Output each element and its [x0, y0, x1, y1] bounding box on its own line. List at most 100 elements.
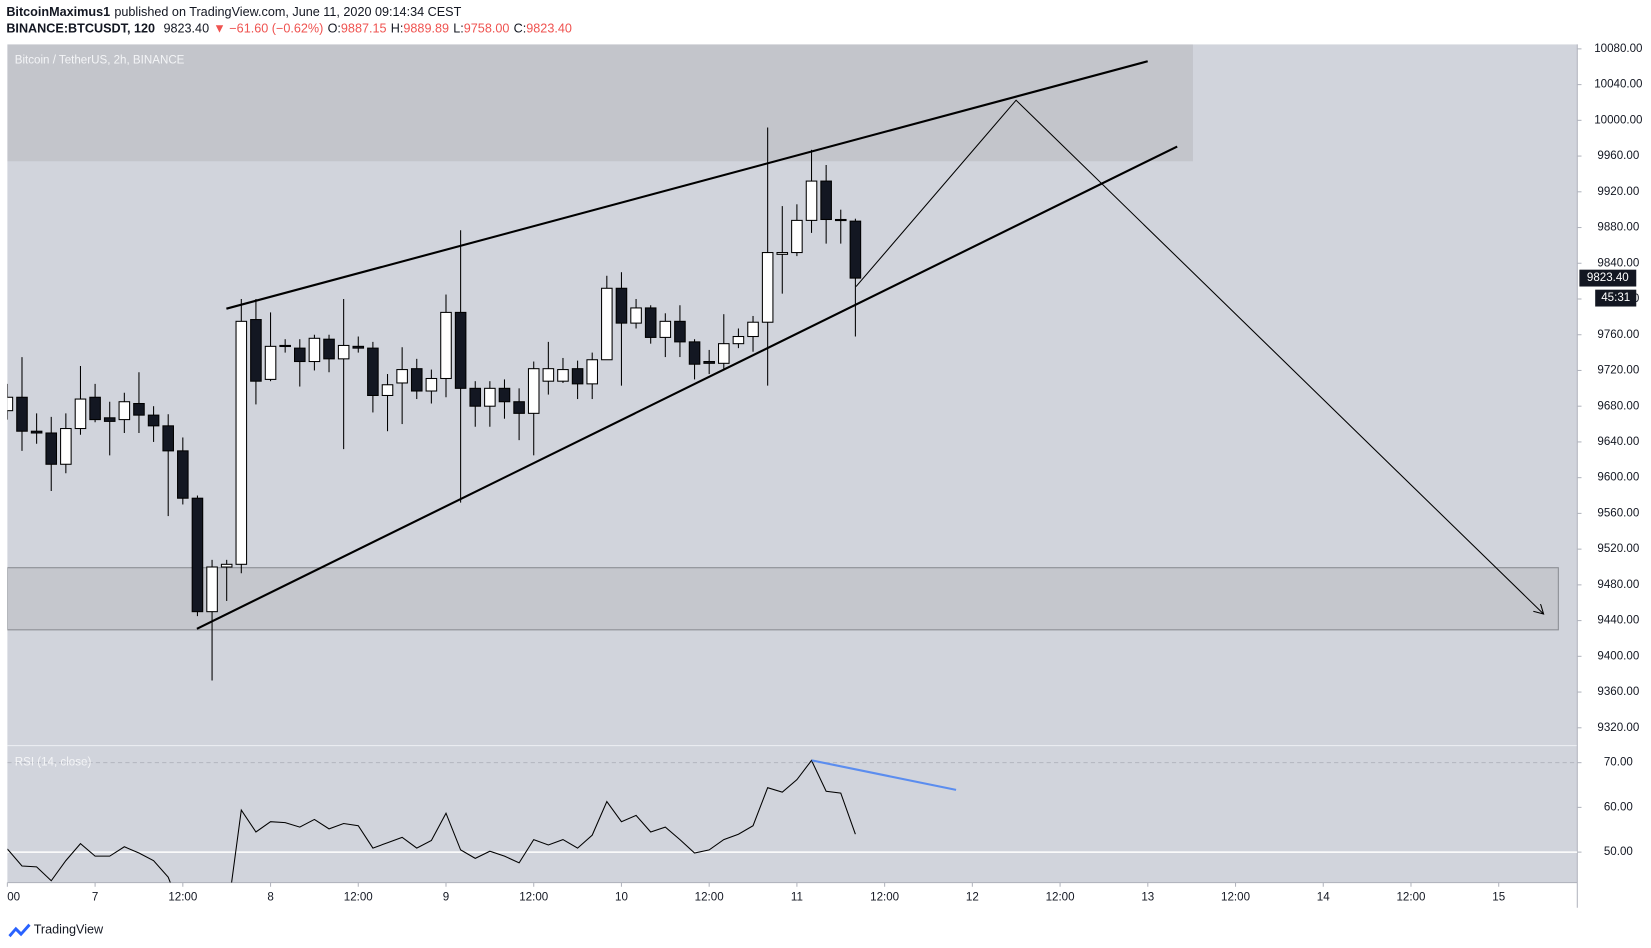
y-tick-label: 9960.00: [1597, 150, 1639, 162]
candle-body: [279, 344, 291, 348]
candle-body: [133, 402, 145, 416]
candle-body: [601, 287, 613, 361]
price-drawings: [196, 60, 1544, 630]
x-tick-label: 13: [1141, 891, 1154, 903]
candle-body: [791, 219, 803, 254]
ohlc-label: L:: [453, 22, 464, 36]
x-tick-label: 8: [267, 891, 273, 903]
pane-background: [7, 44, 1578, 883]
axes: 9320.00 9360.00 9400.00 9440.00 9480.00 9520.…: [6, 43, 1643, 903]
ohlc-label: H:: [391, 22, 404, 36]
last-price-label: 9823.40: [1587, 272, 1629, 284]
y-tick-label: 70.00: [1604, 757, 1633, 769]
x-tick-label: 12:00: [168, 891, 197, 903]
y-tick-label: 9400.00: [1597, 650, 1639, 662]
candle-body: [586, 359, 598, 385]
x-tick-label: 14: [1317, 891, 1330, 903]
candle-body: [659, 320, 672, 338]
lower-trendline: [196, 145, 1178, 630]
candle-body: [74, 398, 87, 430]
rsi-pane: [7, 759, 1578, 883]
x-tick-label: 7: [92, 891, 98, 903]
support-zone: [7, 567, 1559, 631]
header-line-2: BINANCE:BTCUSDT, 120 9823.40 ▼ −61.60 (−0.…: [6, 22, 572, 36]
ohlc-value: 9889.89: [403, 22, 449, 36]
candle-body: [571, 368, 584, 385]
footer-brand: TradingView: [34, 922, 104, 936]
y-tick-label: 10080.00: [1594, 43, 1642, 55]
y-tick-label: 9560.00: [1597, 507, 1639, 519]
candle-body: [162, 425, 174, 452]
candle-body: [688, 341, 701, 365]
candle-body: [118, 401, 131, 421]
candle-body: [16, 396, 28, 432]
x-tick-label: 15: [1492, 891, 1505, 903]
candle-body: [644, 307, 657, 338]
x-tick-label: 10: [615, 891, 628, 903]
candle-body: [323, 338, 335, 360]
rsi-line: [7, 759, 856, 883]
x-tick-label: 12:00: [519, 891, 548, 903]
candle-body: [440, 311, 452, 380]
logo-icon: [8, 923, 31, 938]
y-tick-label: 9720.00: [1597, 365, 1639, 377]
candle-body: [805, 180, 818, 221]
candle-body: [776, 252, 789, 255]
footer-logo: TradingView: [8, 922, 104, 938]
y-tick-label: 9640.00: [1597, 436, 1639, 448]
upper-trendline: [226, 60, 1148, 310]
candle-body: [103, 417, 116, 422]
x-tick-label: 9: [443, 891, 449, 903]
candle-body: [177, 450, 189, 499]
candle-body: [527, 368, 540, 414]
y-tick-label: 9600.00: [1597, 472, 1639, 484]
candle-body: [30, 430, 43, 434]
published: published on TradingView.com, June 11, 2…: [114, 5, 461, 19]
last-price: 9823.40: [163, 22, 209, 36]
y-tick-label: 9480.00: [1597, 579, 1639, 591]
x-tick-label: 12:00: [1046, 891, 1075, 903]
x-tick-label: 12:00: [344, 891, 373, 903]
ohlc-label: O:: [328, 22, 341, 36]
y-tick-label: 9840.00: [1597, 257, 1639, 269]
countdown-label: 45:31: [1601, 292, 1630, 304]
x-tick-label: 12:00: [1221, 891, 1250, 903]
candle-body: [410, 368, 423, 392]
candle-body: [484, 387, 496, 407]
candle-body: [834, 218, 847, 222]
rsi-pane-title: RSI (14, close): [15, 757, 92, 769]
candle-body: [703, 361, 715, 364]
price-drawings-under: [7, 44, 1559, 631]
candle-body: [615, 287, 628, 324]
y-tick-label: 50.00: [1604, 846, 1633, 858]
candle-body: [469, 387, 482, 407]
candle-body: [513, 401, 525, 414]
candle-body: [718, 343, 730, 364]
candle-body: [747, 321, 759, 338]
y-tick-label: 60.00: [1604, 801, 1633, 813]
candle-body: [396, 369, 408, 384]
candle-body: [381, 384, 394, 397]
candle-body: [147, 414, 160, 427]
y-tick-label: 9920.00: [1597, 186, 1639, 198]
candle-body: [191, 497, 204, 613]
x-tick-label: 12:00: [870, 891, 899, 903]
candle-body: [820, 180, 832, 221]
candle-body: [630, 307, 642, 324]
candle-body: [45, 432, 58, 465]
last-price-box: [1579, 269, 1637, 287]
candle-body: [761, 252, 774, 323]
x-tick-label: 12:00: [1396, 891, 1425, 903]
y-tick-label: 9440.00: [1597, 615, 1639, 627]
candle-body: [337, 344, 350, 360]
candle-body: [89, 396, 101, 421]
ohlc-value: 9758.00: [464, 22, 510, 36]
price-pane-title: Bitcoin / TetherUS, 2h, BINANCE: [15, 54, 185, 66]
divergence-line: [811, 759, 957, 791]
y-tick-label: 10000.00: [1594, 114, 1642, 126]
candle-body: [674, 320, 686, 343]
candle-body: [542, 368, 555, 382]
candle-body: [498, 387, 511, 403]
candle-body: [264, 345, 277, 380]
